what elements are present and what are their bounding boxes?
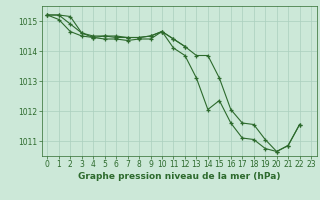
X-axis label: Graphe pression niveau de la mer (hPa): Graphe pression niveau de la mer (hPa) [78, 172, 280, 181]
